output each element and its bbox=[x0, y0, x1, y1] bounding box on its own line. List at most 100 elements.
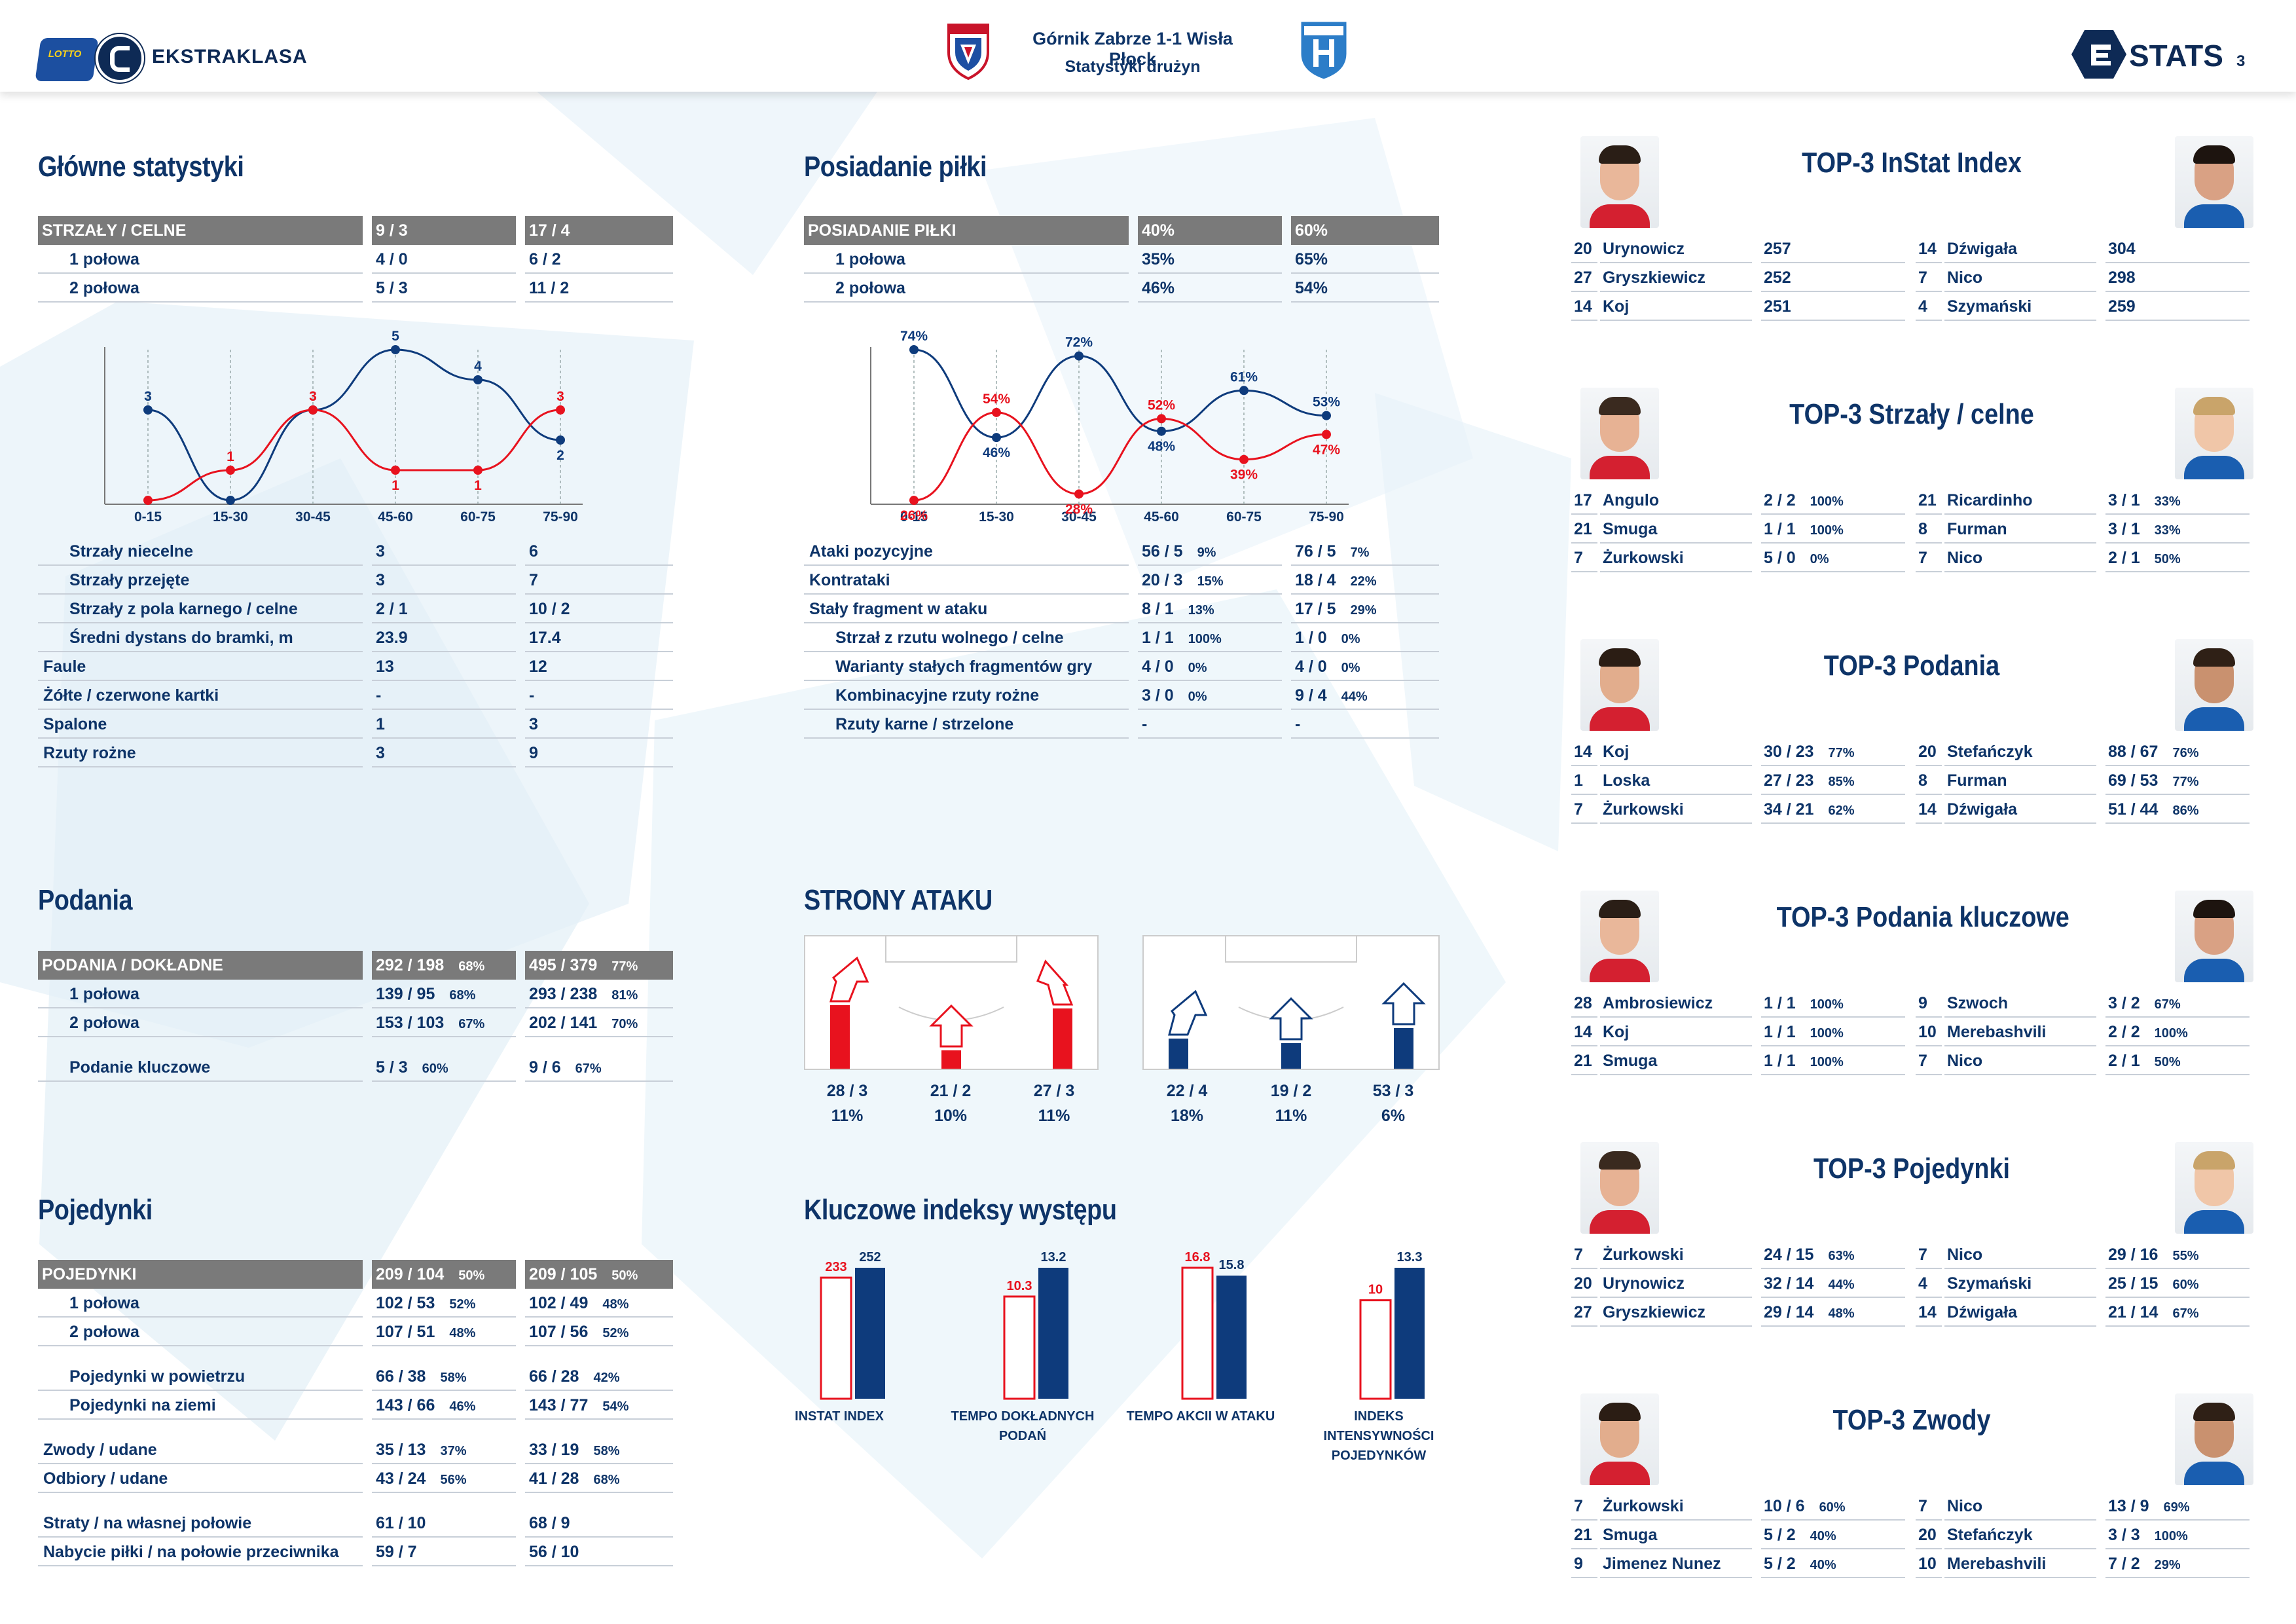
top3-row: 20 Urynowicz 32 / 14 44% bbox=[1571, 1269, 1905, 1298]
player-value: 10 / 6 60% bbox=[1761, 1492, 1905, 1521]
player-stat: 257 bbox=[1764, 240, 1791, 258]
home-count: 66 / 38 bbox=[376, 1367, 426, 1386]
away-count: 143 / 77 bbox=[529, 1396, 589, 1414]
data-point bbox=[391, 466, 400, 475]
duels-table: POJEDYNKI 209 / 104 50% 209 / 105 50% 1 połow… bbox=[38, 1260, 673, 1574]
attack-side-pct: 11% bbox=[831, 1107, 864, 1125]
player-stat: 27 / 23 bbox=[1764, 771, 1814, 790]
away-count: 66 / 28 bbox=[529, 1367, 579, 1386]
player-number: 21 bbox=[1916, 486, 1942, 515]
player-number: 1 bbox=[1571, 766, 1597, 795]
player-value: 32 / 14 44% bbox=[1761, 1269, 1905, 1298]
player-number: 7 bbox=[1916, 263, 1942, 292]
table-row: Nabycie piłki / na połowie przeciwnika 59… bbox=[38, 1538, 673, 1566]
home-pct: 15% bbox=[1197, 574, 1224, 589]
home-pct: 67% bbox=[458, 1017, 485, 1031]
home-value: 143 / 66 46% bbox=[372, 1391, 516, 1420]
player-photo bbox=[2175, 1142, 2253, 1234]
player-stat: 2 / 1 bbox=[2108, 1052, 2140, 1070]
player-pct: 69% bbox=[2163, 1500, 2190, 1515]
home-pct: 56% bbox=[440, 1473, 467, 1487]
row-label: 2 połowa bbox=[804, 274, 1129, 303]
data-label: 1 bbox=[227, 449, 234, 464]
x-tick-label: 75-90 bbox=[543, 509, 578, 524]
away-count: 202 / 141 bbox=[529, 1014, 598, 1032]
home-count: 8 / 1 bbox=[1142, 600, 1174, 618]
data-point bbox=[143, 405, 153, 415]
series-line bbox=[147, 409, 561, 502]
away-value: 7 bbox=[525, 566, 673, 595]
player-pct: 60% bbox=[2172, 1278, 2199, 1292]
player-pct: 33% bbox=[2154, 494, 2181, 509]
player-pct: 40% bbox=[1810, 1558, 1836, 1572]
player-name: Dźwigała bbox=[1944, 234, 2096, 263]
away-header-value: 60% bbox=[1291, 216, 1439, 245]
data-label: 47% bbox=[1313, 442, 1340, 457]
away-header-pct: 50% bbox=[611, 1268, 638, 1283]
away-header-count: 209 / 105 bbox=[529, 1265, 598, 1283]
player-stat: 3 / 1 bbox=[2108, 520, 2140, 538]
away-value: 17 / 5 29% bbox=[1291, 595, 1439, 623]
home-count: 35 / 13 bbox=[376, 1441, 426, 1459]
top3-title: TOP-3 Zwody bbox=[1832, 1404, 1991, 1436]
data-label: 52% bbox=[1148, 397, 1175, 413]
player-pct: 33% bbox=[2154, 523, 2181, 538]
attack-bar bbox=[941, 1050, 961, 1069]
table-row: Kombinacyjne rzuty rożne 3 / 0 0% 9 / 4 44% bbox=[804, 681, 1439, 710]
home-value: 3 bbox=[372, 537, 516, 566]
player-number: 4 bbox=[1916, 1269, 1942, 1298]
home-pct: 52% bbox=[449, 1297, 476, 1312]
header-label: POSIADANIE PIŁKI bbox=[804, 216, 1129, 245]
away-pct: 48% bbox=[602, 1297, 629, 1312]
top3-row: 4 Szymański 25 / 15 60% bbox=[1916, 1269, 2250, 1298]
player-name: Ambrosiewicz bbox=[1600, 989, 1752, 1018]
away-header-value: 209 / 105 50% bbox=[525, 1260, 673, 1289]
away-value: 76 / 5 7% bbox=[1291, 537, 1439, 566]
away-value: 293 / 238 81% bbox=[525, 980, 673, 1008]
away-value: 65% bbox=[1291, 245, 1439, 274]
player-value: 259 bbox=[2105, 292, 2250, 321]
table-row: 2 połowa 107 / 51 48% 107 / 56 52% bbox=[38, 1318, 673, 1346]
away-pct: 0% bbox=[1341, 661, 1360, 675]
player-name: Żurkowski bbox=[1600, 1240, 1752, 1269]
home-header-value: 292 / 198 68% bbox=[372, 951, 516, 980]
player-photo bbox=[2175, 891, 2253, 982]
player-pct: 100% bbox=[2154, 1026, 2188, 1041]
table-row: 1 połowa 35% 65% bbox=[804, 245, 1439, 274]
top3-row: 14 Koj 1 / 1 100% bbox=[1571, 1018, 1905, 1046]
player-value: 5 / 2 40% bbox=[1761, 1549, 1905, 1578]
player-photo bbox=[2175, 136, 2253, 228]
data-point bbox=[1322, 411, 1331, 420]
top3-row: 14 Dźwigała 304 bbox=[1916, 234, 2250, 263]
player-value: 3 / 2 67% bbox=[2105, 989, 2250, 1018]
top3-row: 21 Smuga 5 / 2 40% bbox=[1571, 1521, 1905, 1549]
key-index-label: TEMPO DOKŁADNYCH PODAŃ bbox=[951, 1409, 1095, 1443]
top3-row: 7 Żurkowski 24 / 15 63% bbox=[1571, 1240, 1905, 1269]
away-value: - bbox=[1291, 710, 1439, 739]
home-value: 3 bbox=[372, 566, 516, 595]
match-title: Górnik Zabrze 1-1 Wisła Płock bbox=[1032, 29, 1233, 69]
attack-arrow-icon bbox=[1381, 982, 1426, 1025]
player-value: 21 / 14 67% bbox=[2105, 1298, 2250, 1327]
row-label: Faule bbox=[38, 652, 363, 681]
home-header-count: 292 / 198 bbox=[376, 956, 445, 974]
home-count: 56 / 5 bbox=[1142, 542, 1183, 561]
player-name: Szymański bbox=[1944, 1269, 2096, 1298]
away-value: 202 / 141 70% bbox=[525, 1008, 673, 1037]
player-number: 21 bbox=[1571, 1521, 1597, 1549]
player-name: Nico bbox=[1944, 1492, 2096, 1521]
table-row: Zwody / udane 35 / 13 37% 33 / 19 58% bbox=[38, 1435, 673, 1464]
away-value: 9 / 4 44% bbox=[1291, 681, 1439, 710]
away-value: 68 / 9 bbox=[525, 1509, 673, 1538]
possession-title: Posiadanie piłki bbox=[804, 151, 987, 183]
player-pct: 67% bbox=[2154, 997, 2181, 1012]
away-count: 41 / 28 bbox=[529, 1469, 579, 1488]
player-number: 7 bbox=[1916, 1492, 1942, 1521]
home-bar bbox=[1359, 1299, 1392, 1400]
away-bar bbox=[1394, 1268, 1425, 1399]
player-photo bbox=[1580, 639, 1659, 731]
player-stat: 21 / 14 bbox=[2108, 1303, 2159, 1321]
x-tick-label: 60-75 bbox=[460, 509, 496, 524]
player-number: 20 bbox=[1571, 1269, 1597, 1298]
player-name: Gryszkiewicz bbox=[1600, 263, 1752, 292]
